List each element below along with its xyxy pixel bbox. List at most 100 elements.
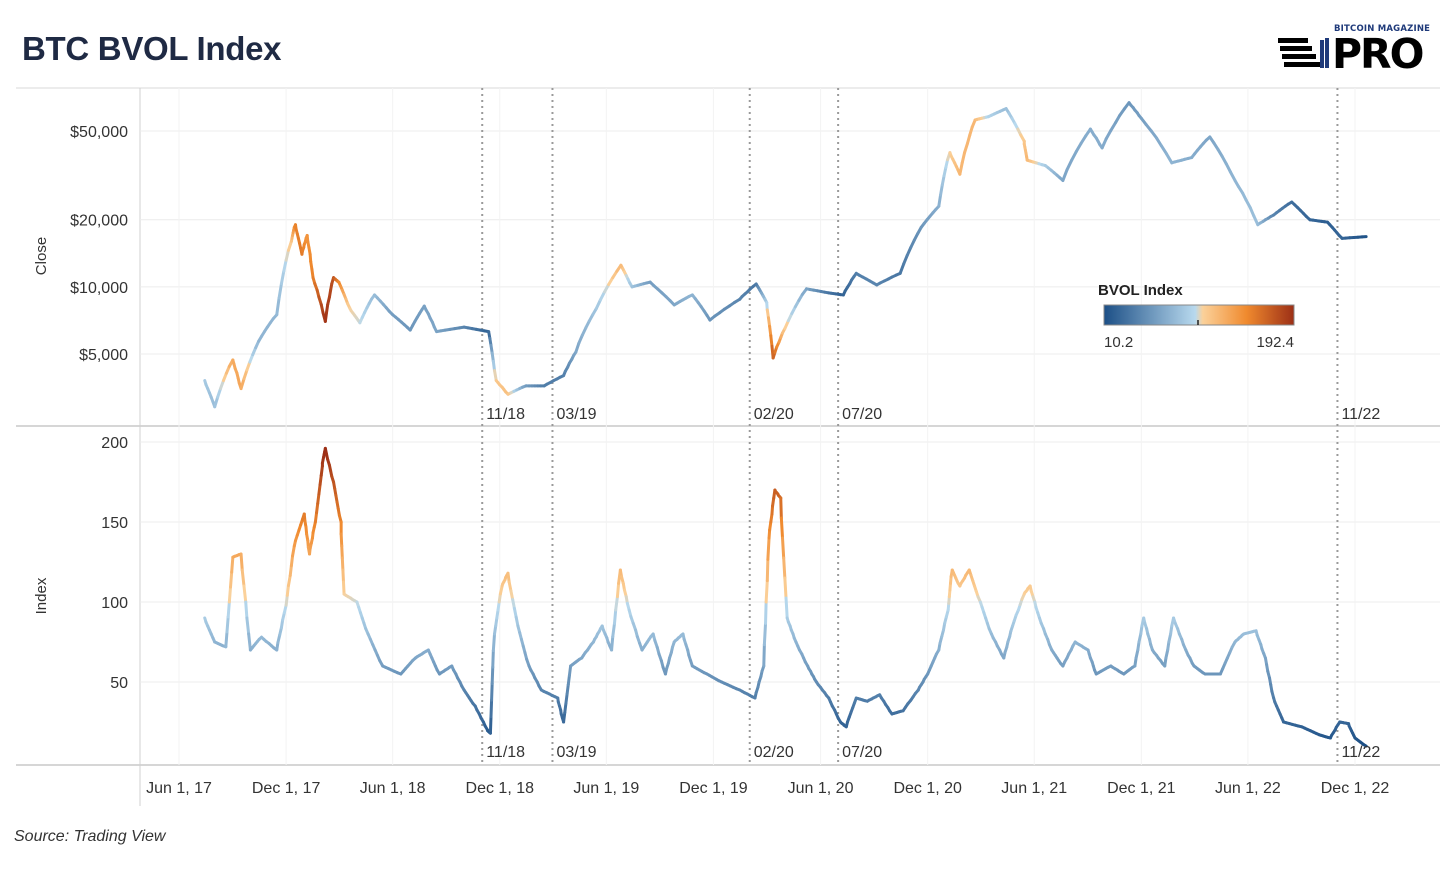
index-series — [203, 446, 1368, 748]
x-tick-label: Jun 1, 18 — [360, 780, 426, 797]
index-line-segment — [240, 568, 246, 588]
annotation-label-bottom: 07/20 — [842, 744, 882, 761]
legend-min-label: 10.2 — [1104, 334, 1133, 351]
close-line-segment — [1100, 137, 1108, 150]
index-line-segment — [765, 557, 770, 583]
index-line-segment — [291, 544, 296, 558]
close-line-segment — [939, 183, 944, 197]
close-line-segment — [574, 341, 581, 354]
close-line-segment — [491, 359, 497, 373]
index-line-segment — [316, 492, 321, 505]
close-line-segment — [1065, 158, 1074, 172]
annotation-label-top: 07/20 — [842, 406, 882, 423]
bitcoin-magazine-pro-logo: BITCOIN MAGAZINE PRO — [1276, 24, 1440, 78]
close-line-segment — [493, 369, 498, 383]
index-line-segment — [489, 698, 494, 719]
index-line-segment — [226, 600, 231, 619]
close-line-segment — [1109, 121, 1118, 132]
source-note: Source: Trading View — [14, 828, 166, 845]
close-line-segment — [239, 377, 246, 391]
close-line-segment — [1165, 152, 1174, 165]
x-tick-label: Dec 1, 22 — [1321, 780, 1390, 797]
index-ytick-label: 50 — [110, 675, 128, 692]
index-line-segment — [782, 556, 787, 580]
close-line-segment — [768, 324, 773, 338]
annotation-label-top: 11/18 — [486, 406, 525, 423]
index-line-segment — [245, 616, 251, 636]
close-ytick-label: $5,000 — [79, 347, 128, 364]
index-line-segment — [315, 501, 320, 515]
close-line-segment — [277, 282, 283, 300]
x-tick-label: Dec 1, 20 — [893, 780, 962, 797]
index-line-segment — [491, 649, 495, 669]
close-line-segment — [594, 298, 602, 310]
annotation-label-bottom: 02/20 — [754, 744, 794, 761]
close-line-segment — [286, 239, 293, 252]
close-ytick-label: $20,000 — [70, 213, 128, 230]
index-line-segment — [610, 635, 615, 652]
logo-bars-icon — [1278, 38, 1329, 68]
index-line-segment — [286, 574, 292, 587]
close-line-segment — [937, 193, 943, 208]
close-line-segment — [216, 387, 223, 399]
logo-top-text: BITCOIN MAGAZINE — [1334, 24, 1431, 34]
index-line-segment — [779, 496, 783, 520]
index-line-segment — [225, 615, 230, 634]
close-line-segment — [275, 296, 281, 317]
index-line-segment — [247, 632, 252, 652]
x-tick-label: Jun 1, 19 — [573, 780, 639, 797]
index-line-segment — [564, 692, 569, 705]
index-ytick-label: 200 — [101, 435, 128, 452]
legend-color-bar — [1103, 304, 1295, 326]
index-line-segment — [340, 556, 345, 572]
annotation-label-top: 11/22 — [1341, 406, 1380, 423]
index-ytick-label: 150 — [101, 515, 128, 532]
close-line-segment — [213, 395, 220, 409]
close-line-segment — [963, 141, 969, 155]
x-tick-label: Jun 1, 22 — [1215, 780, 1281, 797]
index-line-segment — [242, 584, 248, 604]
close-ytick-label: $50,000 — [70, 124, 128, 141]
index-line-segment — [289, 554, 295, 568]
index-line-segment — [288, 564, 293, 578]
close-line-segment — [1070, 149, 1078, 162]
annotation-label-bottom: 03/19 — [556, 744, 596, 761]
close-axis-label: Close — [33, 237, 50, 275]
close-line-segment — [1074, 141, 1083, 153]
close-line-segment — [940, 174, 946, 187]
index-line-segment — [613, 608, 618, 625]
index-line-segment — [764, 579, 769, 604]
index-line-segment — [227, 585, 233, 604]
close-line-segment — [769, 334, 774, 348]
close-line-segment — [1252, 214, 1260, 227]
close-line-segment — [282, 258, 288, 273]
close-line-segment — [1159, 144, 1169, 156]
index-line-segment — [614, 595, 619, 612]
close-ytick-label: $10,000 — [70, 280, 128, 297]
annotation-label-top: 02/20 — [754, 406, 794, 423]
x-tick-label: Jun 1, 20 — [788, 780, 854, 797]
index-ytick-label: 100 — [101, 595, 128, 612]
index-line-segment — [230, 555, 235, 574]
close-line-segment — [284, 248, 290, 262]
index-line-segment — [224, 630, 229, 649]
x-tick-label: Dec 1, 21 — [1107, 780, 1176, 797]
chart-title: BTC BVOL Index — [22, 30, 282, 67]
index-line-segment — [317, 483, 322, 496]
index-line-segment — [490, 682, 494, 702]
index-line-segment — [1362, 743, 1368, 748]
close-line-segment — [1061, 168, 1069, 182]
index-line-segment — [565, 683, 570, 696]
index-line-segment — [285, 583, 290, 597]
close-line-segment — [958, 161, 964, 176]
index-line-segment — [313, 511, 319, 524]
index-line-segment — [244, 600, 249, 620]
index-line-segment — [762, 621, 768, 647]
index-line-segment — [611, 621, 617, 639]
index-line-segment — [615, 581, 621, 599]
logo-main-text: PRO — [1332, 30, 1424, 78]
x-tick-label: Jun 1, 21 — [1001, 780, 1067, 797]
index-line-segment — [491, 632, 497, 653]
index-line-segment — [563, 701, 568, 715]
close-series — [203, 101, 1368, 409]
